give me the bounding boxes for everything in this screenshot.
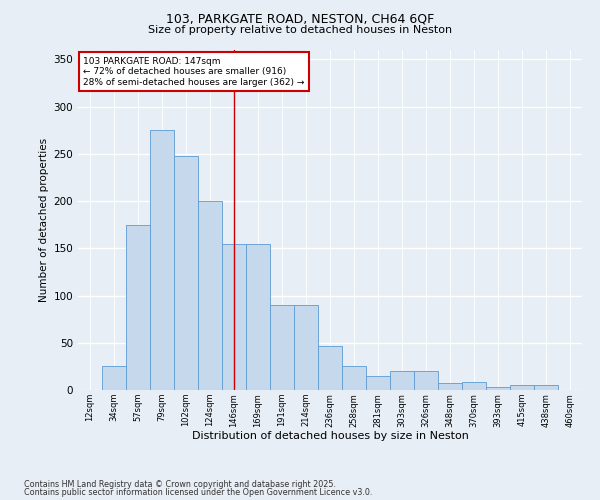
Bar: [294, 305, 318, 390]
Bar: [534, 386, 558, 390]
X-axis label: Distribution of detached houses by size in Neston: Distribution of detached houses by size …: [191, 431, 469, 441]
Bar: [366, 376, 390, 390]
Bar: [486, 387, 510, 390]
Bar: [414, 371, 438, 390]
Text: Contains public sector information licensed under the Open Government Licence v3: Contains public sector information licen…: [24, 488, 373, 497]
Bar: [246, 244, 270, 390]
Y-axis label: Number of detached properties: Number of detached properties: [39, 138, 49, 302]
Bar: [318, 346, 342, 390]
Text: 103 PARKGATE ROAD: 147sqm
← 72% of detached houses are smaller (916)
28% of semi: 103 PARKGATE ROAD: 147sqm ← 72% of detac…: [83, 57, 304, 86]
Bar: [102, 366, 126, 390]
Bar: [438, 384, 462, 390]
Bar: [462, 382, 486, 390]
Bar: [390, 371, 414, 390]
Text: Contains HM Land Registry data © Crown copyright and database right 2025.: Contains HM Land Registry data © Crown c…: [24, 480, 336, 489]
Bar: [198, 201, 222, 390]
Text: Size of property relative to detached houses in Neston: Size of property relative to detached ho…: [148, 25, 452, 35]
Bar: [174, 156, 198, 390]
Bar: [222, 244, 246, 390]
Text: 103, PARKGATE ROAD, NESTON, CH64 6QF: 103, PARKGATE ROAD, NESTON, CH64 6QF: [166, 12, 434, 26]
Bar: [270, 305, 294, 390]
Bar: [126, 224, 150, 390]
Bar: [510, 386, 534, 390]
Bar: [342, 366, 366, 390]
Bar: [150, 130, 174, 390]
